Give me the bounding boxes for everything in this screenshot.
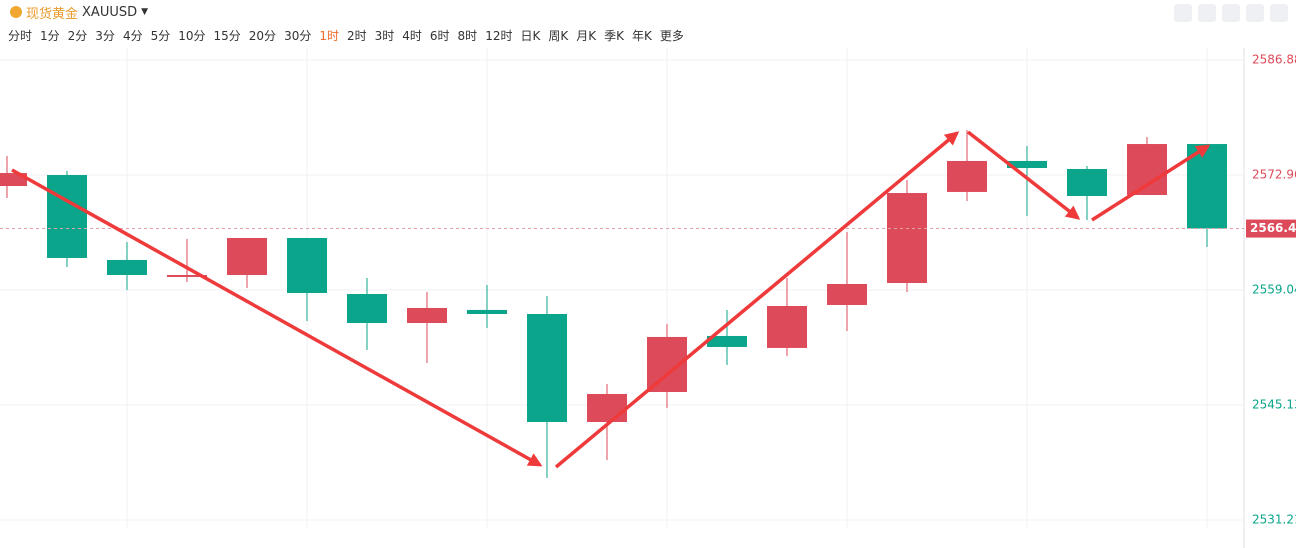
symbol-code: XAUUSD	[82, 4, 138, 20]
arrow	[554, 131, 960, 469]
candle-body	[947, 160, 987, 192]
interval-bar: 分时 1分 2分 3分 4分 5分 10分 15分 20分 30分 1时 2时 3时 4时 6时 8时 12时日…	[4, 25, 688, 45]
close-button[interactable]	[1270, 4, 1288, 22]
candle-body	[227, 237, 267, 275]
chart-type-button[interactable]	[1222, 4, 1240, 22]
interval-tab[interactable]: 3时	[374, 28, 395, 43]
candle-body	[107, 259, 147, 275]
candle-body	[887, 193, 927, 284]
candle-body	[47, 175, 87, 258]
interval-tab[interactable]: 4时	[402, 28, 422, 43]
interval-tab[interactable]: 8时	[457, 28, 478, 43]
candle-body	[707, 335, 747, 347]
indicator-button[interactable]	[1174, 4, 1192, 22]
last-price-tag	[1246, 219, 1296, 238]
plot	[0, 48, 1244, 528]
candle-body	[287, 237, 327, 294]
interval-tab[interactable]: 3分	[95, 28, 115, 43]
candle-body	[827, 284, 867, 305]
toolbar-icons	[1174, 4, 1288, 22]
y-tick-label: 2586.88	[1252, 52, 1296, 66]
interval-tab[interactable]: 5分	[150, 28, 171, 43]
candle-body	[527, 313, 567, 422]
symbol-header[interactable]: 现货黄金 XAUUSD ▼	[0, 2, 148, 22]
interval-tab[interactable]: 更多	[659, 28, 684, 43]
candle-body	[767, 305, 807, 348]
candle-body	[467, 309, 507, 314]
dropdown-caret[interactable]: ▼	[141, 7, 149, 17]
candle-body	[407, 307, 447, 324]
symbol-name: 现货黄金	[26, 6, 79, 22]
y-tick-label: 2531.21	[1252, 512, 1296, 526]
interval-tab[interactable]: 2分	[67, 28, 88, 43]
interval-tab[interactable]: 20分	[248, 28, 277, 43]
interval-tab[interactable]: 季K	[604, 28, 624, 43]
candle-body	[167, 274, 207, 277]
interval-tab[interactable]: 15分	[213, 28, 241, 43]
interval-tab[interactable]: 2时	[346, 28, 367, 43]
draw-button[interactable]	[1198, 4, 1216, 22]
candle-body	[1067, 168, 1107, 197]
interval-tab[interactable]: 1分	[40, 28, 60, 43]
candle-body	[587, 393, 627, 422]
y-tick-label: 2545.13	[1252, 397, 1296, 411]
interval-tab[interactable]: 月K	[576, 28, 597, 43]
candle-body	[1127, 144, 1167, 196]
interval-tab[interactable]: 12时	[485, 28, 513, 43]
y-tick-label: 2572.96	[1252, 168, 1296, 182]
last-price-label: 2566.48	[1250, 221, 1296, 235]
arrow	[1091, 144, 1211, 222]
interval-tab[interactable]: 周K	[548, 28, 569, 43]
interval-tab[interactable]: 日K	[520, 28, 541, 43]
candle-body	[1187, 144, 1227, 229]
interval-tab[interactable]: 30分	[284, 28, 312, 43]
interval-tab[interactable]: 分时	[8, 28, 33, 43]
fullscreen-button[interactable]	[1246, 4, 1264, 22]
interval-tab[interactable]: 4分	[122, 28, 143, 43]
candle-body	[347, 293, 387, 324]
arrow	[966, 130, 1081, 220]
symbol-icon	[10, 6, 22, 18]
interval-tab[interactable]: 10分	[178, 28, 206, 43]
interval-tab[interactable]: 1时	[319, 28, 339, 43]
interval-tab[interactable]: 6时	[429, 28, 450, 43]
interval-tab[interactable]: 年K	[631, 28, 652, 43]
candle-body	[1007, 160, 1047, 168]
trend-arrows	[11, 130, 1211, 469]
arrow	[11, 168, 543, 467]
y-tick-label: 2559.04	[1252, 283, 1296, 297]
